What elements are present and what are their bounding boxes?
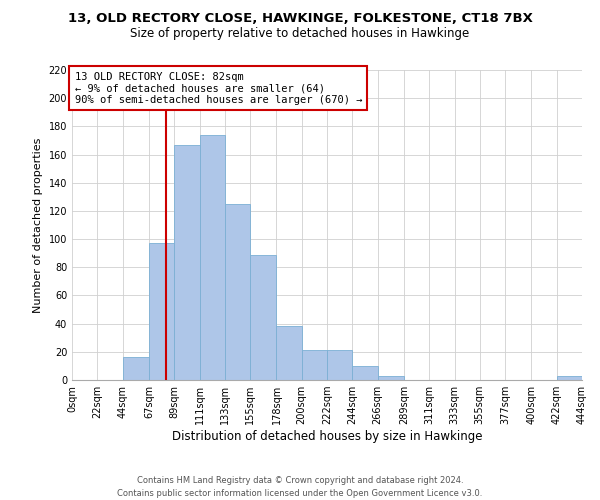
Bar	[225, 204, 250, 380]
Text: 13, OLD RECTORY CLOSE, HAWKINGE, FOLKESTONE, CT18 7BX: 13, OLD RECTORY CLOSE, HAWKINGE, FOLKEST…	[68, 12, 532, 26]
Bar	[327, 350, 352, 380]
Bar	[352, 366, 377, 380]
Text: Size of property relative to detached houses in Hawkinge: Size of property relative to detached ho…	[130, 28, 470, 40]
Bar	[122, 358, 149, 380]
Bar	[302, 350, 327, 380]
Bar	[174, 144, 199, 380]
Text: 13 OLD RECTORY CLOSE: 82sqm
← 9% of detached houses are smaller (64)
90% of semi: 13 OLD RECTORY CLOSE: 82sqm ← 9% of deta…	[74, 72, 362, 105]
Text: Contains HM Land Registry data © Crown copyright and database right 2024.
Contai: Contains HM Land Registry data © Crown c…	[118, 476, 482, 498]
Bar	[199, 135, 225, 380]
Y-axis label: Number of detached properties: Number of detached properties	[33, 138, 43, 312]
Bar	[557, 376, 582, 380]
Bar	[377, 376, 404, 380]
Bar	[250, 254, 277, 380]
X-axis label: Distribution of detached houses by size in Hawkinge: Distribution of detached houses by size …	[172, 430, 482, 443]
Bar	[149, 244, 174, 380]
Bar	[277, 326, 302, 380]
